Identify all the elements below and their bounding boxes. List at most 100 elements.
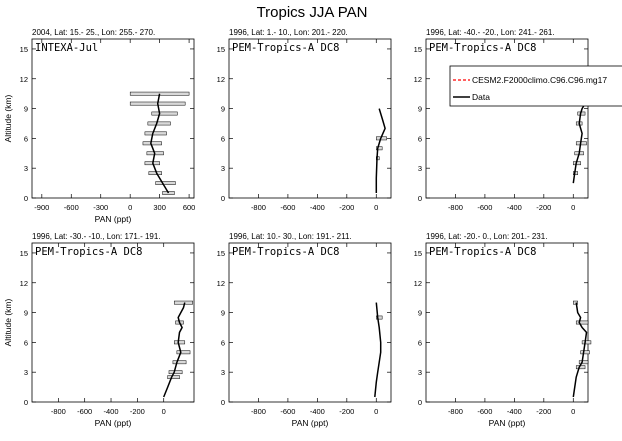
y-tick-label: 0	[24, 194, 28, 203]
y-tick-label: 15	[217, 45, 225, 54]
x-tick-label: -800	[251, 407, 266, 416]
plot-frame	[425, 38, 589, 199]
y-tick-label: 15	[414, 249, 422, 258]
error-bar	[162, 191, 175, 195]
x-tick-label: 0	[571, 407, 575, 416]
panels: 2004, Lat: 15.- 25., Lon: 255.- 270. INTE…	[3, 28, 592, 428]
x-tick-label: -400	[310, 407, 325, 416]
campaign-label: PEM-Tropics-A DC8	[232, 42, 339, 54]
error-bar	[148, 171, 162, 176]
error-bar	[581, 340, 592, 345]
error-bar	[575, 320, 589, 325]
y-tick-label: 0	[24, 398, 28, 407]
y-axis-label: Altitude (km)	[3, 94, 13, 142]
y-tick-label: 9	[24, 105, 28, 114]
y-axis-label: Altitude (km)	[3, 298, 13, 346]
legend-data-label: Data	[472, 92, 490, 102]
error-bar	[376, 315, 383, 320]
error-bar	[151, 111, 178, 116]
x-tick-label: -600	[77, 407, 92, 416]
y-tick-label: 6	[418, 134, 422, 143]
panel-title: 2004, Lat: 15.- 25., Lon: 255.- 270.	[32, 28, 155, 37]
panel-title: 1996, Lat: -40.- -20., Lon: 241.- 261.	[426, 28, 555, 37]
y-tick-label: 12	[217, 279, 225, 288]
campaign-label: PEM-Tropics-A DC8	[35, 246, 142, 258]
y-tick-label: 15	[217, 249, 225, 258]
x-tick-label: 0	[128, 203, 132, 212]
error-bar	[155, 181, 176, 185]
x-tick-label: -600	[280, 203, 295, 212]
y-tick-label: 3	[418, 368, 422, 377]
x-tick-label: 600	[183, 203, 196, 212]
error-bar	[573, 300, 578, 305]
legend-box	[449, 65, 622, 107]
x-tick-label: -900	[34, 203, 49, 212]
x-tick-label: -400	[507, 203, 522, 212]
error-bar	[168, 370, 183, 375]
x-tick-label: -600	[64, 203, 79, 212]
x-tick-label: -300	[93, 203, 108, 212]
error-bar	[173, 300, 193, 305]
y-tick-label: 12	[414, 75, 422, 84]
data-series-line	[150, 93, 170, 194]
plot-frame	[31, 242, 195, 403]
campaign-label: PEM-Tropics-A DC8	[429, 246, 536, 258]
y-tick-label: 6	[24, 338, 28, 347]
error-bar	[176, 350, 191, 355]
y-tick-label: 6	[24, 134, 28, 143]
panel-6: 1996, Lat: -20.- 0., Lon: 201.- 231. PEM-…	[414, 232, 592, 428]
x-tick-label: -200	[339, 407, 354, 416]
panel-title: 1996, Lat: 10.- 30., Lon: 191.- 211.	[229, 232, 352, 241]
x-tick-label: -800	[251, 203, 266, 212]
y-tick-label: 6	[418, 338, 422, 347]
x-tick-label: 0	[374, 203, 378, 212]
legend-model-label: CESM2.F2000climo.C96.C96.mg17	[472, 75, 607, 85]
y-tick-label: 12	[414, 279, 422, 288]
data-series-line	[375, 108, 386, 193]
y-tick-label: 0	[221, 194, 225, 203]
x-tick-label: -200	[130, 407, 145, 416]
x-tick-label: -600	[477, 407, 492, 416]
y-tick-label: 0	[418, 194, 422, 203]
campaign-label: PEM-Tropics-A DC8	[232, 246, 339, 258]
y-tick-label: 6	[221, 134, 225, 143]
x-tick-label: -600	[280, 407, 295, 416]
x-axis-label: PAN (ppt)	[95, 418, 132, 428]
panel-1: 2004, Lat: 15.- 25., Lon: 255.- 270. INTE…	[3, 28, 195, 224]
x-tick-label: -400	[310, 203, 325, 212]
y-tick-label: 0	[418, 398, 422, 407]
x-tick-label: -200	[536, 203, 551, 212]
x-tick-label: 0	[162, 407, 166, 416]
y-tick-label: 15	[20, 249, 28, 258]
x-tick-label: -200	[339, 203, 354, 212]
plot-frame	[425, 242, 589, 403]
y-tick-label: 3	[221, 368, 225, 377]
panel-5: 1996, Lat: 10.- 30., Lon: 191.- 211. PEM-…	[217, 232, 392, 428]
x-axis-label: PAN (ppt)	[489, 418, 526, 428]
campaign-label: INTEXA-Jul	[35, 42, 98, 54]
x-tick-label: -600	[477, 203, 492, 212]
y-tick-label: 3	[24, 368, 28, 377]
x-tick-label: -800	[448, 203, 463, 212]
x-axis-label: PAN (ppt)	[292, 418, 329, 428]
y-tick-label: 3	[221, 164, 225, 173]
error-bar	[144, 131, 167, 136]
x-tick-label: 0	[571, 203, 575, 212]
panel-3: 1996, Lat: -40.- -20., Lon: 241.- 261. PE…	[414, 28, 589, 212]
y-tick-label: 0	[221, 398, 225, 407]
x-tick-label: 300	[153, 203, 166, 212]
plot-frame	[228, 38, 392, 199]
data-series-line	[374, 302, 382, 398]
x-tick-label: 0	[374, 407, 378, 416]
plot-frame	[228, 242, 392, 403]
y-tick-label: 15	[20, 45, 28, 54]
error-bar	[142, 141, 162, 146]
panel-title: 1996, Lat: -20.- 0., Lon: 201.- 231.	[426, 232, 547, 241]
y-tick-label: 3	[418, 164, 422, 173]
error-bar	[578, 360, 589, 365]
plot-frame	[31, 38, 195, 199]
figure-title: Tropics JJA PAN	[257, 4, 368, 21]
error-bar	[172, 360, 187, 365]
